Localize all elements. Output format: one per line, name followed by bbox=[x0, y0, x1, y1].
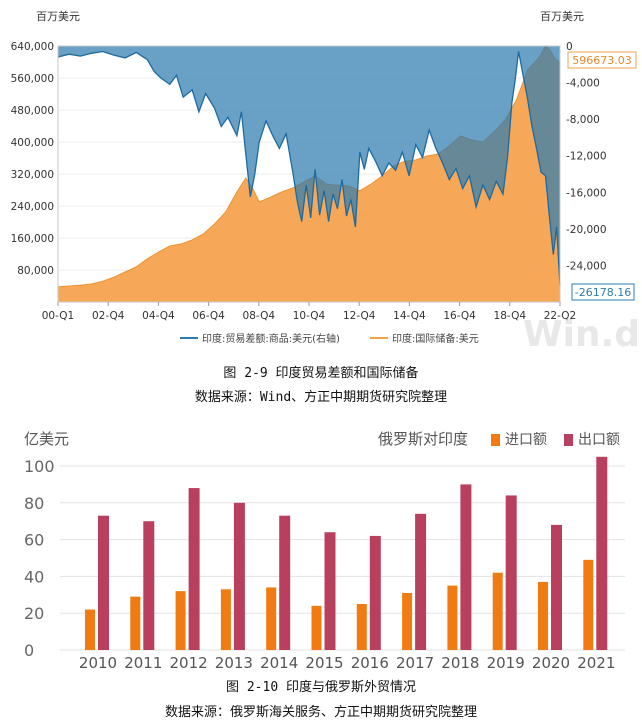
chart1-right-ticks: 0 -4,000 -8,000 -12,000 -16,000 -20,000 -24,00… bbox=[566, 41, 607, 272]
export-bar bbox=[143, 521, 155, 650]
chart1-left-tick-label: 320,000 bbox=[11, 169, 54, 181]
chart2-y-tick-label: 20 bbox=[24, 604, 44, 623]
chart2-x-tick-label: 2018 bbox=[441, 654, 479, 672]
chart2-y-tick-label: 80 bbox=[24, 494, 44, 513]
legend-export-swatch bbox=[564, 434, 573, 446]
chart1-x-tick-label: 22-Q2 bbox=[544, 310, 576, 322]
figure1-source: 数据来源：Wind、方正中期期货研究院整理 bbox=[194, 390, 448, 405]
trade-balance-area bbox=[58, 46, 560, 286]
trade-balance-line bbox=[57, 50, 561, 286]
chart2-x-tick-label: 2017 bbox=[396, 654, 434, 672]
figure2-caption: 图 2-10 印度与俄罗斯外贸情况 bbox=[226, 680, 416, 695]
chart2-x-tick-label: 2019 bbox=[487, 654, 525, 672]
chart1-x-tick-label: 12-Q4 bbox=[343, 310, 376, 322]
chart1-right-tick-label: -4,000 bbox=[566, 78, 600, 90]
chart1-left-tick-label: 560,000 bbox=[11, 73, 54, 85]
chart1-left-tick-label: 160,000 bbox=[11, 233, 54, 245]
chart1-right-tick-label: -20,000 bbox=[566, 224, 607, 236]
chart1-x-tick-label: 04-Q4 bbox=[142, 310, 175, 322]
chart2-y-tick-label: 0 bbox=[24, 641, 34, 660]
chart1-right-unit: 百万美元 bbox=[540, 10, 584, 23]
import-bar bbox=[447, 585, 458, 650]
export-bar bbox=[505, 495, 517, 650]
export-bar bbox=[98, 515, 109, 650]
legend-orange-label: 印度:国际储备:美元 bbox=[392, 332, 479, 345]
watermark: Win.d bbox=[523, 314, 640, 355]
chart2-x-tick-label: 2016 bbox=[351, 654, 389, 672]
legend-import-swatch bbox=[491, 434, 500, 446]
blue-value-box bbox=[571, 283, 635, 301]
chart2-unit: 亿美元 bbox=[24, 430, 69, 448]
import-bar bbox=[130, 596, 141, 650]
chart1-x-tick-label: 06-Q4 bbox=[192, 310, 225, 322]
figure2-source: 数据来源：俄罗斯海关服务、方正中期期货研究院整理 bbox=[164, 705, 477, 720]
chart2-x-tick-label: 2014 bbox=[260, 654, 298, 672]
chart1-blue-area bbox=[57, 46, 561, 286]
chart1-left-tick-label: 480,000 bbox=[11, 105, 54, 117]
import-bar bbox=[266, 587, 277, 650]
chart1-x-tick-label: 00-Q1 bbox=[42, 310, 74, 322]
import-bar bbox=[402, 592, 413, 650]
export-bar bbox=[460, 484, 472, 650]
chart1-x-tick-label: 02-Q4 bbox=[92, 310, 125, 322]
chart2-x-tick-label: 2012 bbox=[170, 654, 208, 672]
chart1-x-tick-label: 18-Q4 bbox=[494, 310, 527, 322]
import-bar bbox=[583, 559, 594, 650]
blue-value-label: -26178.16 bbox=[575, 286, 631, 299]
chart1-left-tick-label: 640,000 bbox=[11, 41, 54, 53]
chart2-x-ticks: 2010 2011 2012 2013 2014 2015 2016 2017 2018 2019… bbox=[79, 654, 615, 672]
legend-import-label: 进口额 bbox=[505, 432, 547, 448]
chart2-x-tick-label: 2020 bbox=[532, 654, 570, 672]
import-bar bbox=[311, 605, 322, 650]
import-bar bbox=[492, 572, 503, 650]
chart2-x-tick-label: 2013 bbox=[215, 654, 253, 672]
chart1-x-tick-label: 14-Q4 bbox=[393, 310, 426, 322]
chart1: 百万美元 百万美元 640,000 560,000 480,000 400,000 32… bbox=[11, 10, 640, 355]
chart2-x-tick-label: 2021 bbox=[577, 654, 615, 672]
chart2-bars bbox=[85, 456, 608, 650]
import-bar bbox=[85, 609, 95, 650]
import-bar bbox=[175, 591, 186, 650]
export-bar bbox=[279, 515, 291, 650]
chart1-right-tick-label: -8,000 bbox=[566, 114, 600, 126]
export-bar bbox=[369, 535, 381, 650]
orange-value-box bbox=[567, 51, 637, 69]
chart1-left-ticks: 640,000 560,000 480,000 400,000 320,000 240,0… bbox=[11, 41, 54, 277]
legend-blue-label: 印度:贸易差额:商品:美元(右轴) bbox=[202, 332, 340, 345]
export-bar bbox=[596, 456, 608, 650]
export-bar bbox=[415, 513, 427, 650]
figure1-caption: 图 2-9 印度贸易差额和国际储备 bbox=[223, 366, 419, 381]
chart1-x-ticks: 00-Q1 02-Q4 04-Q4 06-Q4 08-Q4 10-Q4 12-Q4 14-Q4… bbox=[42, 302, 576, 322]
chart1-right-tick-label: -12,000 bbox=[566, 151, 607, 163]
export-bar bbox=[233, 502, 245, 650]
chart1-x-tick-label: 10-Q4 bbox=[293, 310, 326, 322]
chart1-right-tick-label: 0 bbox=[566, 41, 573, 53]
chart2-x-tick-label: 2015 bbox=[305, 654, 343, 672]
import-bar bbox=[538, 581, 548, 650]
export-bar bbox=[188, 488, 200, 650]
chart2-x-tick-label: 2010 bbox=[79, 654, 117, 672]
chart1-left-tick-label: 80,000 bbox=[17, 265, 54, 277]
chart1-x-tick-label: 16-Q4 bbox=[443, 310, 476, 322]
chart1-right-tick-label: -24,000 bbox=[566, 260, 607, 272]
import-bar bbox=[356, 604, 367, 650]
import-bar bbox=[220, 589, 231, 650]
chart1-left-unit: 百万美元 bbox=[36, 10, 80, 23]
chart1-left-tick-label: 240,000 bbox=[11, 201, 54, 213]
chart2: 亿美元 俄罗斯对印度 进口额 出口额 100 80 60 40 20 0 2010 2011… bbox=[24, 430, 625, 672]
orange-value-label: 596673.03 bbox=[572, 54, 632, 67]
legend-export-label: 出口额 bbox=[578, 432, 620, 448]
chart1-x-tick-label: 08-Q4 bbox=[243, 310, 276, 322]
chart2-legend-title: 俄罗斯对印度 bbox=[378, 430, 468, 448]
chart2-y-tick-label: 60 bbox=[24, 531, 44, 550]
chart2-y-ticks: 100 80 60 40 20 0 bbox=[24, 457, 55, 660]
chart1-right-tick-label: -16,000 bbox=[566, 187, 607, 199]
chart2-y-tick-label: 40 bbox=[24, 567, 44, 586]
chart2-x-tick-label: 2011 bbox=[124, 654, 162, 672]
chart2-y-tick-label: 100 bbox=[24, 457, 55, 476]
chart1-left-tick-label: 400,000 bbox=[11, 137, 54, 149]
export-bar bbox=[551, 524, 562, 650]
export-bar bbox=[324, 532, 336, 650]
